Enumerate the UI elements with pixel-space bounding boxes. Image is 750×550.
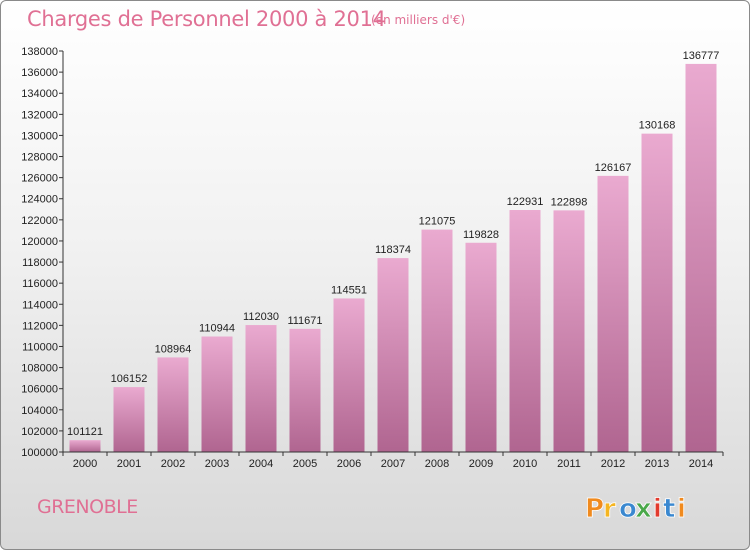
x-tick-label-2014: 2014 — [689, 458, 713, 470]
data-label-2013: 130168 — [639, 120, 676, 132]
data-label-2008: 121075 — [419, 216, 456, 228]
bar-2007 — [377, 258, 409, 452]
bar-2011 — [553, 210, 585, 452]
x-axis: 2000 2001 2002 2003 2004 2005 2006 2007 2008 2009… — [62, 451, 724, 470]
y-tick-label: 102000 — [21, 426, 58, 438]
y-tick-label: 116000 — [22, 278, 58, 290]
y-tick-label: 108000 — [21, 363, 58, 375]
data-label-2005: 111671 — [287, 315, 322, 327]
x-tick-label-2000: 2000 — [73, 458, 97, 470]
x-tick-label-2008: 2008 — [425, 458, 449, 470]
x-tick-label-2012: 2012 — [601, 458, 625, 470]
logo-letter: x — [635, 494, 652, 524]
bar-2001 — [113, 387, 145, 452]
data-label-2001: 106152 — [111, 373, 148, 385]
bar-2008 — [421, 229, 453, 452]
y-tick-label: 100000 — [21, 447, 58, 459]
logo-letter: r — [603, 494, 616, 524]
x-tick-label-2006: 2006 — [337, 458, 361, 470]
y-tick-label: 136000 — [21, 67, 58, 79]
y-tick-label: 122000 — [21, 215, 58, 227]
logo-letter: t — [663, 494, 675, 524]
data-label-2007: 118374 — [375, 244, 411, 256]
bar-2006 — [333, 298, 365, 452]
bar-2002 — [157, 357, 189, 452]
y-tick-label: 112000 — [22, 320, 58, 332]
data-label-2006: 114551 — [331, 284, 367, 296]
bar-2000 — [69, 440, 101, 452]
y-tick-label: 104000 — [21, 405, 58, 417]
data-label-2004: 112030 — [243, 311, 279, 323]
bar-2013 — [641, 133, 673, 453]
data-label-2014: 136777 — [683, 50, 720, 62]
x-tick-label-2002: 2002 — [161, 458, 185, 470]
y-tick-label: 110000 — [22, 341, 58, 353]
bar-2009 — [465, 242, 497, 452]
x-tick-label-2011: 2011 — [557, 458, 581, 470]
y-axis: 100000 102000 104000 106000 108000 110000 1120… — [21, 46, 64, 459]
x-tick-label-2007: 2007 — [381, 458, 405, 470]
data-label-2011: 122898 — [551, 196, 588, 208]
bar-2003 — [201, 336, 233, 452]
chart-subtitle: (en milliers d'€) — [371, 13, 466, 27]
y-tick-label: 120000 — [21, 236, 58, 248]
x-tick-label-2001: 2001 — [117, 458, 141, 470]
bars-group — [69, 63, 717, 453]
data-label-2003: 110944 — [199, 323, 235, 335]
data-label-2000: 101121 — [67, 426, 103, 438]
y-tick-label: 114000 — [22, 299, 58, 311]
logo-letter: o — [619, 494, 637, 524]
logo-letter: i — [653, 494, 662, 524]
x-tick-label-2010: 2010 — [513, 458, 537, 470]
y-tick-label: 128000 — [21, 152, 58, 164]
bar-2010 — [509, 210, 541, 452]
x-tick-label-2004: 2004 — [249, 458, 273, 470]
data-label-2012: 126167 — [595, 162, 632, 174]
x-tick-label-2013: 2013 — [645, 458, 669, 470]
data-label-2009: 119828 — [463, 229, 499, 241]
proxiti-logo: Pr ox i t i — [585, 494, 687, 525]
y-tick-label: 134000 — [21, 88, 58, 100]
y-tick-label: 130000 — [21, 130, 58, 142]
city-label: GRENOBLE — [37, 496, 138, 518]
x-tick-label-2009: 2009 — [469, 458, 493, 470]
y-tick-label: 106000 — [21, 384, 58, 396]
logo-letter: i — [677, 494, 686, 524]
data-label-2002: 108964 — [155, 343, 192, 355]
bar-2012 — [597, 175, 629, 452]
y-tick-label: 118000 — [22, 257, 58, 269]
y-tick-label: 132000 — [21, 109, 58, 121]
y-tick-label: 124000 — [21, 194, 58, 206]
bar-2004 — [245, 325, 277, 452]
x-tick-label-2005: 2005 — [293, 458, 317, 470]
bar-2005 — [289, 328, 321, 452]
y-tick-label: 138000 — [21, 46, 58, 58]
chart-title: Charges de Personnel 2000 à 2014 — [27, 7, 386, 31]
data-labels-group: 101121 106152 108964 110944 112030 111671 1145… — [67, 50, 719, 438]
x-tick-label-2003: 2003 — [205, 458, 229, 470]
logo-letter: P — [585, 494, 604, 524]
bar-2014 — [685, 63, 717, 452]
data-label-2010: 122931 — [507, 196, 544, 208]
y-tick-label: 126000 — [21, 173, 58, 185]
